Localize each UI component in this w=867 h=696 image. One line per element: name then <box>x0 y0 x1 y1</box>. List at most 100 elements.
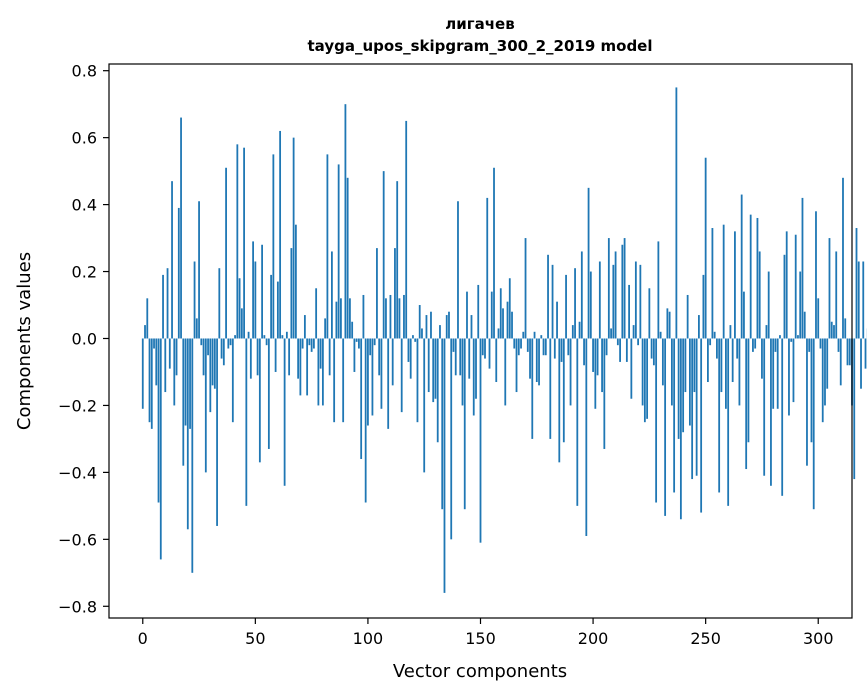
bar-159 <box>499 288 502 339</box>
bar-288 <box>790 338 793 342</box>
bar-37 <box>225 167 227 339</box>
bar-68 <box>294 224 297 339</box>
bar-274 <box>758 251 761 339</box>
bar-16 <box>177 207 180 339</box>
bar-191 <box>571 325 574 339</box>
bar-271 <box>752 338 754 352</box>
bar-190 <box>569 338 572 406</box>
bar-221 <box>639 264 642 339</box>
bar-161 <box>504 338 507 406</box>
bar-88 <box>340 298 342 339</box>
bar-103 <box>373 338 376 346</box>
bar-264 <box>736 338 739 359</box>
bar-11 <box>166 268 169 339</box>
bar-309 <box>837 338 840 352</box>
bar-257 <box>720 338 723 393</box>
bar-287 <box>788 338 790 416</box>
bar-66 <box>290 248 293 339</box>
bar-140 <box>457 201 459 339</box>
bar-171 <box>526 338 529 352</box>
bar-164 <box>511 311 513 339</box>
bar-134 <box>443 338 446 593</box>
bar-135 <box>445 315 448 339</box>
bar-263 <box>734 231 736 339</box>
bar-26 <box>200 338 203 346</box>
bar-312 <box>844 318 847 339</box>
bar-2 <box>146 298 149 339</box>
bar-153 <box>486 197 489 339</box>
bar-192 <box>574 268 576 339</box>
bar-298 <box>812 338 815 510</box>
y-axis-ticks: −0.8 −0.6 −0.4 −0.2 0.0 0.2 0.4 0.6 0.8 <box>58 62 109 616</box>
bar-168 <box>520 338 522 349</box>
bar-136 <box>448 311 450 339</box>
bar-76 <box>312 338 315 349</box>
bar-313 <box>846 338 849 366</box>
bar-205 <box>603 338 606 449</box>
bar-126 <box>425 315 428 339</box>
y-tick-label: −0.2 <box>58 396 97 415</box>
bar-120 <box>412 335 414 339</box>
bar-112 <box>394 248 396 339</box>
bar-186 <box>560 338 563 362</box>
bar-155 <box>490 291 493 339</box>
bar-9 <box>162 274 164 339</box>
bar-150 <box>479 338 482 543</box>
bar-149 <box>477 284 480 339</box>
x-axis-label: Vector components <box>393 661 567 682</box>
bar-174 <box>533 331 536 339</box>
bar-93 <box>351 321 354 339</box>
bar-117 <box>405 120 408 339</box>
bar-0 <box>141 338 144 409</box>
bar-40 <box>231 338 234 423</box>
bar-234 <box>668 311 671 339</box>
bar-111 <box>391 338 394 386</box>
bar-217 <box>630 338 633 399</box>
bar-13 <box>171 181 173 339</box>
bar-295 <box>806 338 808 466</box>
bar-265 <box>738 338 741 406</box>
bar-202 <box>596 338 599 376</box>
bar-60 <box>276 281 279 339</box>
bar-259 <box>725 338 727 409</box>
y-tick-label: 0.6 <box>72 129 97 148</box>
bar-123 <box>418 305 421 339</box>
bar-158 <box>497 328 500 339</box>
bar-212 <box>619 338 621 362</box>
bar-237 <box>675 87 678 339</box>
bar-278 <box>767 271 770 339</box>
bar-311 <box>842 177 844 339</box>
bar-318 <box>857 261 860 339</box>
bar-100 <box>367 338 369 426</box>
bar-227 <box>652 338 655 366</box>
bar-226 <box>650 338 653 359</box>
bar-104 <box>376 248 378 339</box>
bar-41 <box>234 335 236 339</box>
bar-87 <box>337 164 340 339</box>
bar-299 <box>815 211 817 339</box>
bar-72 <box>303 315 306 339</box>
bar-30 <box>209 338 212 413</box>
y-tick-label: −0.4 <box>58 463 97 482</box>
bar-252 <box>709 338 712 346</box>
bar-272 <box>754 338 757 349</box>
bar-204 <box>601 338 603 393</box>
bar-198 <box>587 187 590 339</box>
bar-300 <box>817 298 820 339</box>
bar-148 <box>475 338 477 399</box>
bar-320 <box>862 261 865 339</box>
bar-19 <box>184 338 187 426</box>
bar-106 <box>380 338 383 409</box>
bar-211 <box>616 338 619 346</box>
bar-115 <box>400 338 403 413</box>
y-tick-label: 0.0 <box>72 329 97 348</box>
bar-250 <box>704 157 707 339</box>
x-axis-ticks: 0 50 100 150 200 250 300 <box>138 618 834 648</box>
bar-20 <box>186 338 189 530</box>
bar-284 <box>781 338 784 496</box>
bar-206 <box>605 338 608 356</box>
bar-170 <box>524 238 527 339</box>
bar-167 <box>517 338 520 356</box>
bar-267 <box>743 291 745 339</box>
bar-262 <box>731 338 734 383</box>
